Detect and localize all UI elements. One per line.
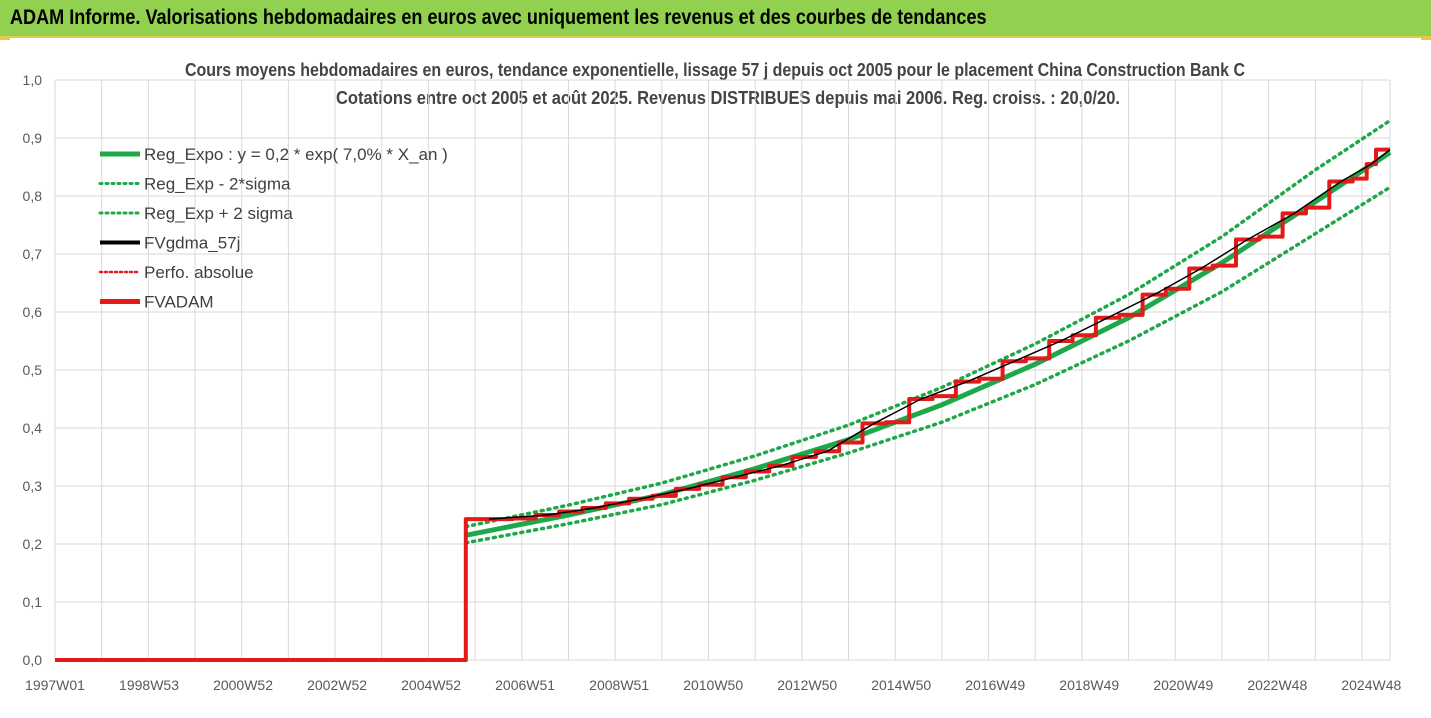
legend-label: FVgdma_57j [144,234,240,253]
y-tick-label: 0,9 [23,130,43,146]
y-tick-label: 0,8 [23,188,43,204]
chart-subtitle: Cotations entre oct 2005 et août 2025. R… [336,88,1120,108]
y-tick-label: 0,3 [23,478,43,494]
chart-frame: Cours moyens hebdomadaires en euros, ten… [0,38,1431,718]
x-tick-label: 2024W48 [1341,677,1401,693]
x-tick-label: 2010W50 [683,677,743,693]
y-tick-label: 0,4 [23,420,43,436]
x-tick-label: 2016W49 [965,677,1025,693]
x-tick-label: 1998W53 [119,677,179,693]
page-title: ADAM Informe. Valorisations hebdomadaire… [10,6,987,29]
x-tick-label: 2000W52 [213,677,273,693]
x-tick-label: 2004W52 [401,677,461,693]
y-tick-label: 0,0 [23,652,43,668]
series-layer [55,118,1392,662]
x-tick-label: 2006W51 [495,677,555,693]
x-tick-label: 2022W48 [1247,677,1307,693]
x-tick-label: 2008W51 [589,677,649,693]
x-tick-label: 2020W49 [1153,677,1213,693]
axis-labels: 0,0 0,1 0,2 0,3 0,4 0,5 0,6 0,7 0,8 0,9 1,0 1997W01… [23,72,1402,693]
y-tick-label: 0,6 [23,304,43,320]
series-line-smoothed [489,149,1391,520]
y-tick-label: 1,0 [23,72,43,88]
x-tick-label: 2002W52 [307,677,367,693]
y-tick-label: 0,1 [23,594,43,610]
legend-label: Perfo. absolue [144,263,254,282]
chart-title: Cours moyens hebdomadaires en euros, ten… [185,60,1245,80]
grid [54,79,1391,661]
legend-label: Reg_Expo : y = 0,2 * exp( 7,0% * X_an ) [144,145,448,164]
x-tick-label: 2018W49 [1059,677,1119,693]
y-tick-label: 0,5 [23,362,43,378]
x-tick-label: 1997W01 [25,677,85,693]
legend-label: Reg_Exp - 2*sigma [144,175,291,194]
series-line [55,147,1390,662]
series-line [464,185,1392,545]
series-line [465,150,1392,538]
legend-label: Reg_Exp + 2 sigma [144,204,293,223]
series-line [464,118,1392,529]
y-tick-label: 0,7 [23,246,43,262]
legend-label: FVADAM [144,293,214,312]
legend: Reg_Expo : y = 0,2 * exp( 7,0% * X_an ) R… [98,145,448,312]
header-bar: ADAM Informe. Valorisations hebdomadaire… [0,0,1431,38]
y-tick-label: 0,2 [23,536,43,552]
corner-mark-right [1421,36,1431,40]
chart-svg: Cours moyens hebdomadaires en euros, ten… [23,60,1402,693]
x-tick-label: 2014W50 [871,677,931,693]
x-tick-label: 2012W50 [777,677,837,693]
corner-mark-left [0,36,10,40]
